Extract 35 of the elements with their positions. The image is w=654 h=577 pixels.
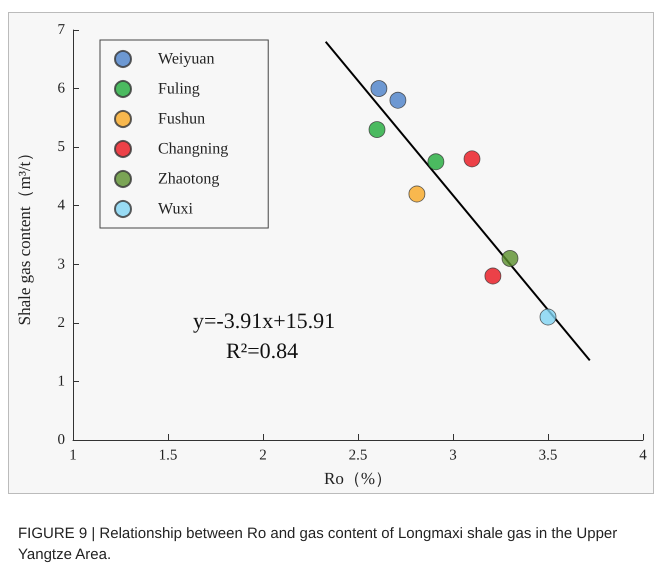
point [502, 250, 518, 267]
y-tick-label: 7 [58, 22, 66, 38]
x-tick-label: 4 [639, 448, 648, 464]
x-tick-label: 1 [69, 448, 77, 464]
y-tick-label: 4 [58, 198, 66, 214]
x-tick-label: 3 [449, 448, 457, 464]
point [464, 150, 480, 168]
point [428, 153, 444, 170]
point [408, 186, 426, 202]
point [390, 92, 406, 109]
legend-label: Weiyuan [158, 50, 214, 68]
legend-label: Fushun [158, 110, 206, 128]
y-tick-label: 5 [58, 139, 65, 156]
x-tick-label: 2 [259, 448, 267, 464]
point [540, 308, 556, 326]
legend-label: Zhaotong [158, 170, 220, 188]
x-axis-title: Ro（%） [324, 469, 392, 488]
annotation: R²=0.84 [226, 338, 298, 364]
x-tick-label: 3.5 [538, 448, 558, 464]
y-tick-label: 6 [58, 80, 66, 97]
x-tick-label: 1.5 [158, 448, 178, 464]
legend-label: Wuxi [158, 200, 194, 218]
legend-label: Fuling [158, 80, 200, 98]
caption: FIGURE 9 | Relationship between Ro and gas content of Longmaxi shale gas in the Upper Yangtze Area. [18, 524, 618, 565]
annotation: y=-3.91x+15.91 [193, 308, 336, 334]
y-tick-label: 1 [58, 373, 65, 390]
y-tick-label: 2 [58, 314, 65, 331]
legend-label: Changning [158, 140, 228, 158]
point [368, 121, 386, 138]
y-axis-title: Shale gas content（m³/t） [15, 144, 34, 326]
y-tick-label: 3 [58, 256, 65, 272]
x-tick-label: 2.5 [348, 448, 368, 464]
point [370, 80, 388, 97]
point [484, 268, 502, 284]
y-tick-label: 0 [58, 432, 65, 448]
